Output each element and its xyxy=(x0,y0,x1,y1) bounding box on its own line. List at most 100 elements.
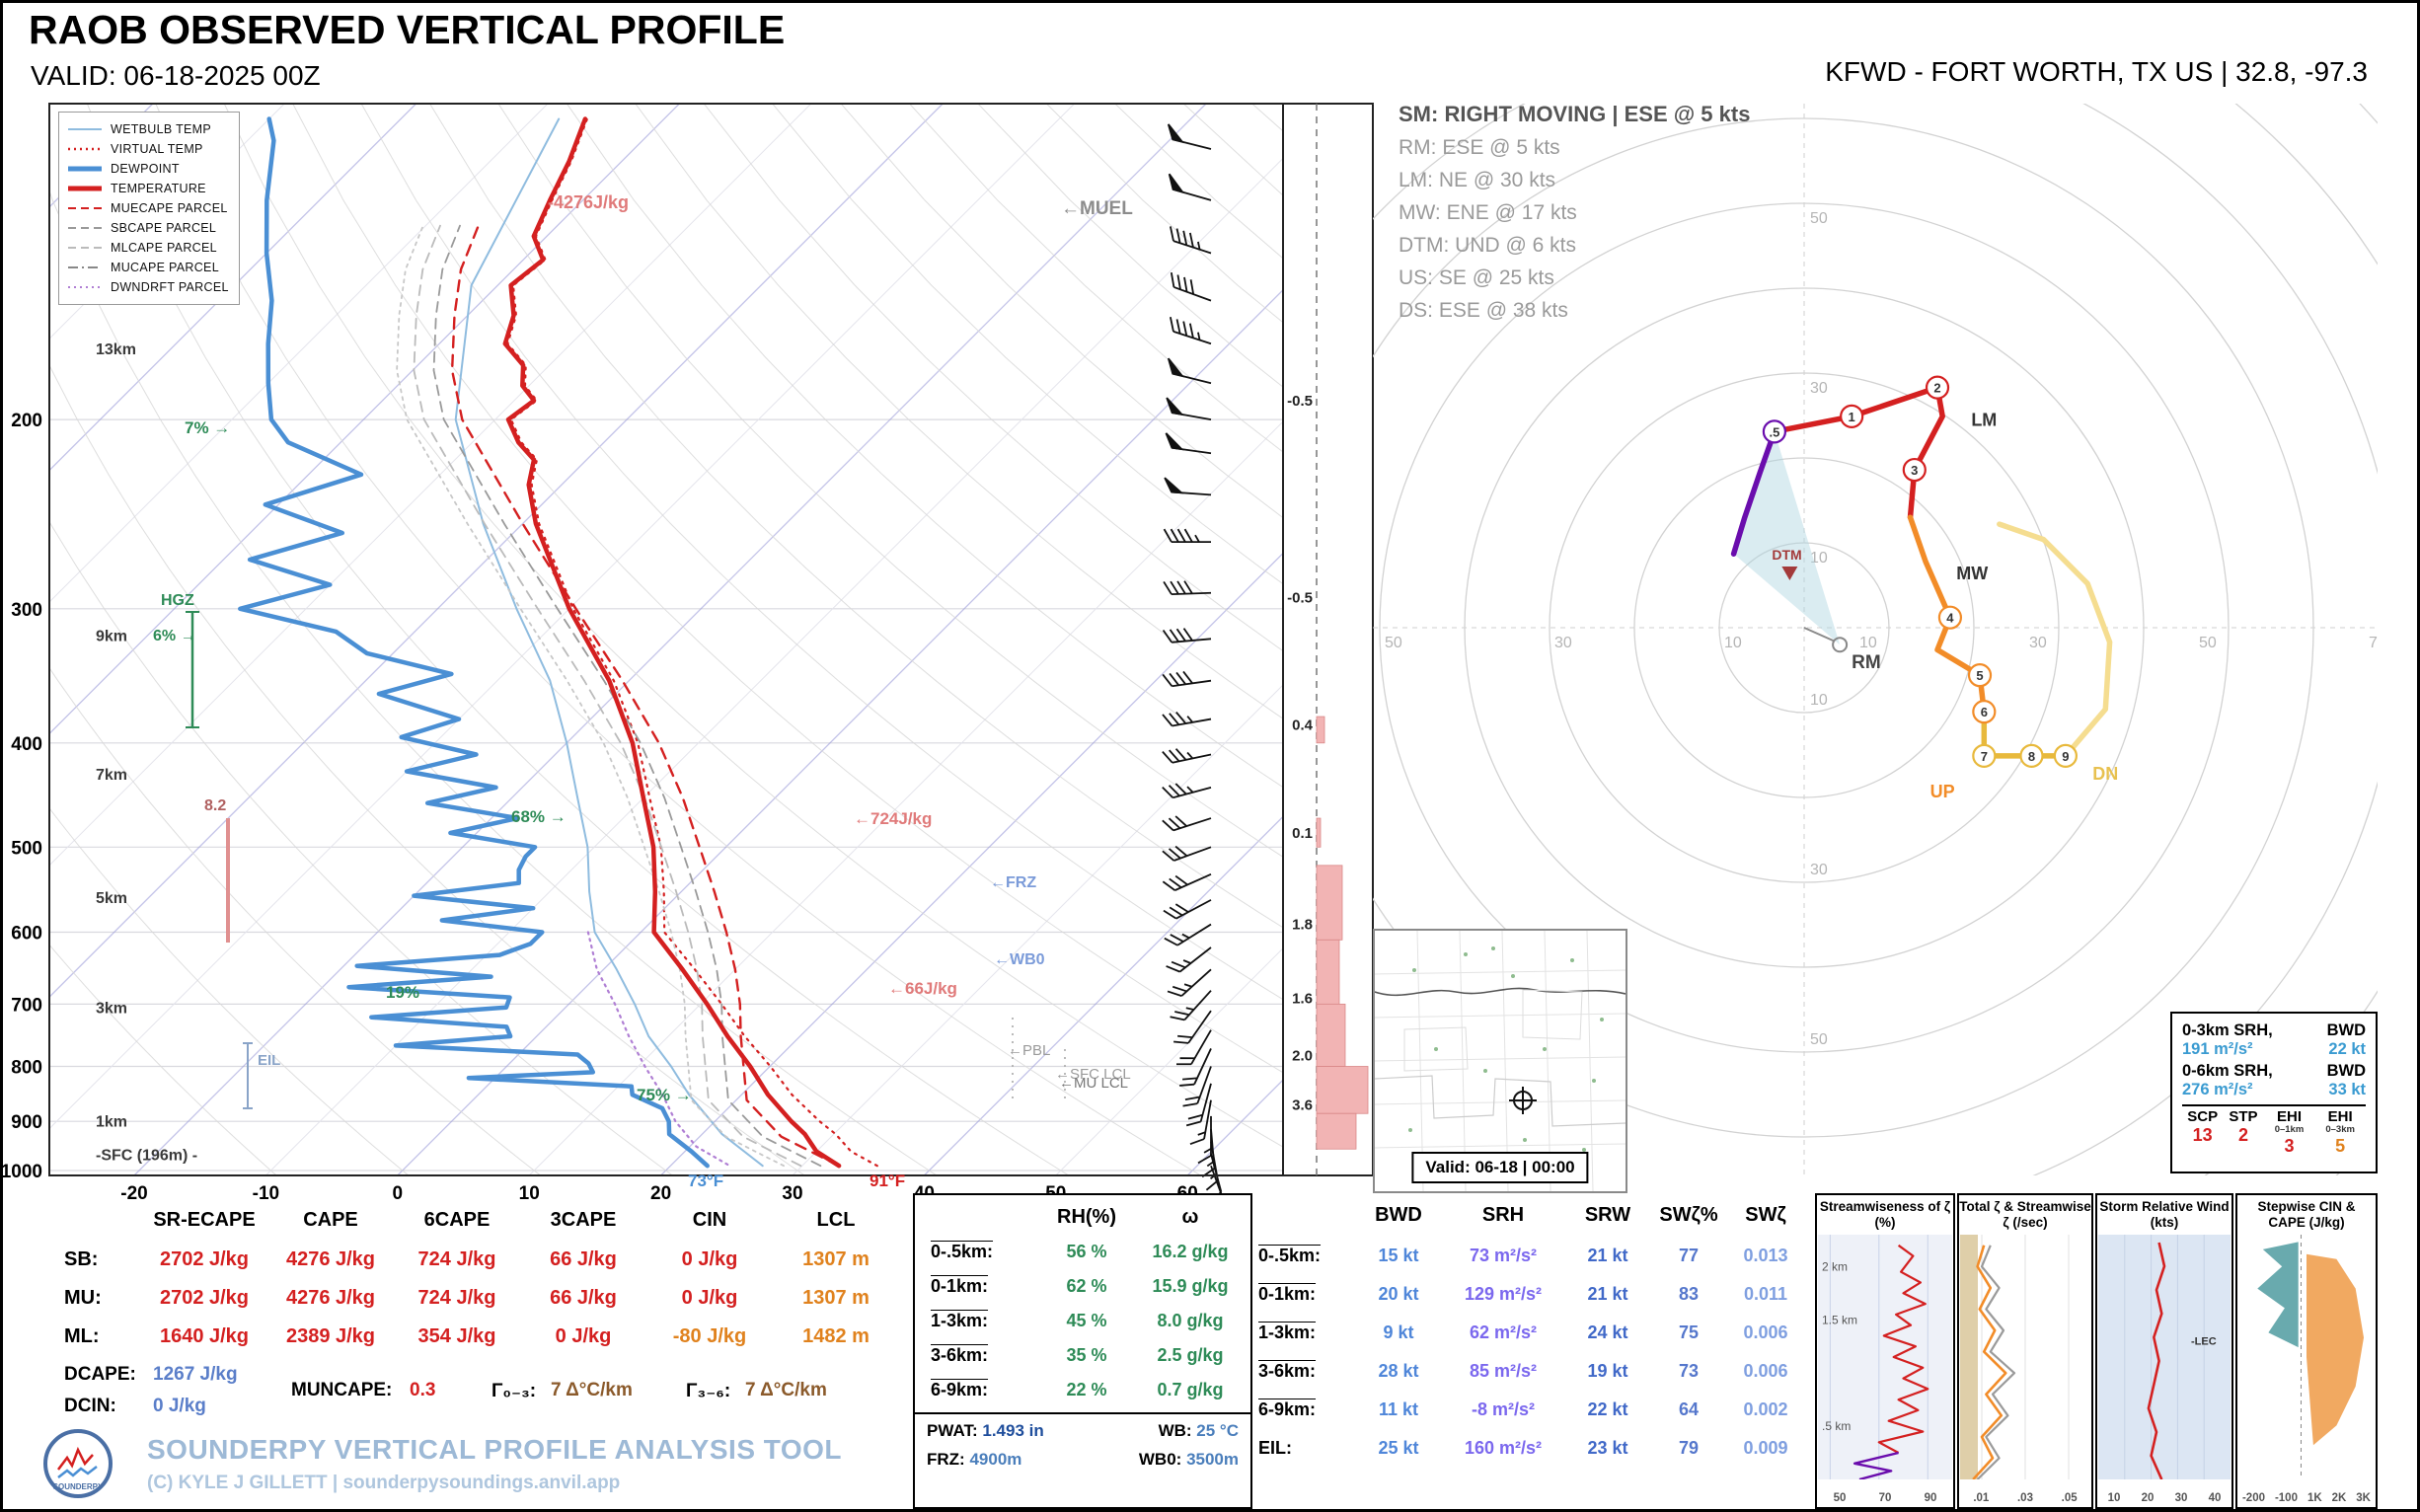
kinematics-value: 21 kt xyxy=(1587,1284,1628,1304)
thermo-value: 354 J/kg xyxy=(417,1325,496,1347)
thermo-header: LCL xyxy=(816,1209,856,1231)
muel-label: ←MUEL xyxy=(1061,198,1133,219)
kinematics-value: 9 kt xyxy=(1383,1323,1414,1342)
hodo-ring-label: 10 xyxy=(1810,692,1828,709)
hodo-ring-label: 10 xyxy=(1724,635,1742,651)
pwat-label: PWAT: xyxy=(927,1421,978,1440)
storm-motion-line: DS: ESE @ 38 kts xyxy=(1399,299,1568,322)
pressure-tick-label: 500 xyxy=(11,838,42,859)
kinematics-value: 20 kt xyxy=(1378,1284,1419,1304)
omega-bar xyxy=(1316,1066,1369,1114)
panel-ytick: 1.5 km xyxy=(1822,1313,1857,1326)
pressure-tick-label: 600 xyxy=(11,923,42,944)
thermo-value: 0 J/kg xyxy=(681,1287,738,1309)
rh-header: RH(%) xyxy=(1057,1206,1116,1228)
rm-marker xyxy=(1832,637,1849,653)
hodo-ring-label: 10 xyxy=(1859,635,1877,651)
hodo-km-marker xyxy=(1972,743,1997,768)
page-title: RAOB OBSERVED VERTICAL PROFILE xyxy=(29,7,786,52)
stepwise-cape-shape xyxy=(2307,1253,2364,1446)
gamma36-value: 7 Δ°C/km xyxy=(745,1380,827,1400)
gamma03-label: Γ₀₋₃: xyxy=(492,1381,537,1401)
kinematics-value: 83 xyxy=(1678,1284,1700,1304)
rh-value: 45 % xyxy=(1066,1311,1107,1330)
mu-parcel-curve xyxy=(450,224,841,1168)
thermo-table: SR-ECAPE CAPE 6CAPE 3CAPE CIN LCL SB: 2702 J/kg… xyxy=(42,1199,899,1433)
valid-time: VALID: 06-18-2025 00Z xyxy=(31,60,321,91)
hodo-ring-label: 50 xyxy=(1810,1031,1828,1048)
kinematics-value: 25 kt xyxy=(1378,1438,1419,1458)
rh68-label: 68% → xyxy=(511,807,567,826)
legend-item: SBCAPE PARCEL xyxy=(67,218,229,238)
mixing-ratio-value: 8.0 g/kg xyxy=(1157,1311,1224,1330)
pressure-tick-label: 300 xyxy=(11,600,42,621)
svg-text:9: 9 xyxy=(2062,749,2069,764)
storm-motion-line: RM: ESE @ 5 kts xyxy=(1399,136,1560,159)
omega-value-label: 1.6 xyxy=(1292,990,1313,1007)
dtm-marker xyxy=(1781,566,1798,580)
moisture-table: RH(%) ω 0-.5km: 56 % 16.2 g/kg 0-1km: 62 % 15.9… xyxy=(913,1193,1252,1509)
mini-panel-xticks: 10 20 30 40 xyxy=(2107,1492,2222,1504)
hgz-label: HGZ xyxy=(161,592,194,609)
thermo-value: 1640 J/kg xyxy=(159,1325,250,1347)
wb-value: 25 °C xyxy=(1196,1421,1239,1440)
station-info: KFWD - FORT WORTH, TX US | 32.8, -97.3 xyxy=(1825,56,2368,87)
thermo-value: 4276 J/kg xyxy=(285,1248,376,1270)
moisture-footer: PWAT: 1.493 in WB: 25 °C FRZ: 4900m WB0:… xyxy=(915,1412,1250,1470)
legend-label: MUCAPE PARCEL xyxy=(111,261,219,274)
kinematics-row-label: 6-9km: xyxy=(1258,1399,1317,1419)
kinematics-header: SWζ% xyxy=(1659,1204,1718,1226)
moisture-row-label: 6-9km: xyxy=(931,1380,989,1399)
srh-03-value: 191 m²/s² xyxy=(2182,1040,2253,1058)
kinematics-value: 11 kt xyxy=(1378,1399,1419,1419)
rh6-label: 6% → xyxy=(153,628,196,644)
kinematics-value: 23 kt xyxy=(1587,1438,1628,1458)
sfc-temp-f: 91°F xyxy=(870,1172,905,1190)
height-label: 9km xyxy=(96,628,127,644)
svg-text:.5: .5 xyxy=(1769,424,1779,439)
height-label: 3km xyxy=(96,1000,127,1017)
skewt-curves xyxy=(238,116,878,1169)
thermo-value: 2389 J/kg xyxy=(285,1325,376,1347)
legend-label: SBCAPE PARCEL xyxy=(111,221,217,235)
hodo-km-marker xyxy=(2053,743,2078,768)
kinematics-value: 0.006 xyxy=(1743,1323,1788,1342)
muncape-value: 0.3 xyxy=(410,1380,436,1400)
legend-swatch xyxy=(68,166,102,172)
hodo-segment-9km-plus xyxy=(1997,521,2113,759)
svg-text:8: 8 xyxy=(2028,749,2035,764)
hodo-segment-6-9km xyxy=(1981,709,2069,759)
mixing-ratio-header: ω xyxy=(1181,1206,1199,1228)
omega-value-label: -0.5 xyxy=(1287,393,1313,410)
temp-tick-label: 30 xyxy=(782,1183,802,1204)
height-label: -SFC (196m) - xyxy=(96,1148,197,1165)
legend-label: TEMPERATURE xyxy=(111,182,206,195)
height-label: 13km xyxy=(96,341,136,358)
pressure-tick-label: 200 xyxy=(11,411,42,431)
thermo-row-label: ML: xyxy=(64,1325,100,1347)
kinematics-value: 129 m²/s² xyxy=(1464,1284,1543,1304)
thermo-header: CIN xyxy=(692,1209,727,1231)
frz-label: ←FRZ xyxy=(990,874,1036,891)
temp-tick-label: 10 xyxy=(519,1183,540,1204)
storm-motion-line: LM: NE @ 30 kts xyxy=(1399,169,1556,191)
mini-panel-plot xyxy=(1960,1235,2070,1479)
dcape-bar-label: 8.2 xyxy=(204,797,226,814)
rh-value: 62 % xyxy=(1066,1276,1107,1296)
hodo-ring-label: 30 xyxy=(2029,635,2047,651)
hodo-ring-label: 30 xyxy=(1554,635,1572,651)
legend-item: MLCAPE PARCEL xyxy=(67,238,229,258)
moisture-row-label: 1-3km: xyxy=(931,1311,989,1330)
thermo-header: 6CAPE xyxy=(423,1209,491,1231)
kinematics-value: 0.013 xyxy=(1743,1246,1788,1265)
hodo-label-DN: DN xyxy=(2092,764,2118,784)
hodo-ring-label: 70 xyxy=(2369,635,2386,651)
bwd-06-value: 33 kt xyxy=(2328,1081,2366,1098)
srh-03-label: 0-3km SRH, xyxy=(2182,1021,2273,1039)
kinematics-value: 0.011 xyxy=(1743,1284,1788,1304)
credit-text: (C) KYLE J GILLETT | sounderpysoundings.… xyxy=(147,1472,621,1493)
thermo-value: 2702 J/kg xyxy=(159,1248,250,1270)
height-label: 7km xyxy=(96,767,127,784)
sfclcl-label: ←SFC LCL xyxy=(1055,1066,1131,1083)
